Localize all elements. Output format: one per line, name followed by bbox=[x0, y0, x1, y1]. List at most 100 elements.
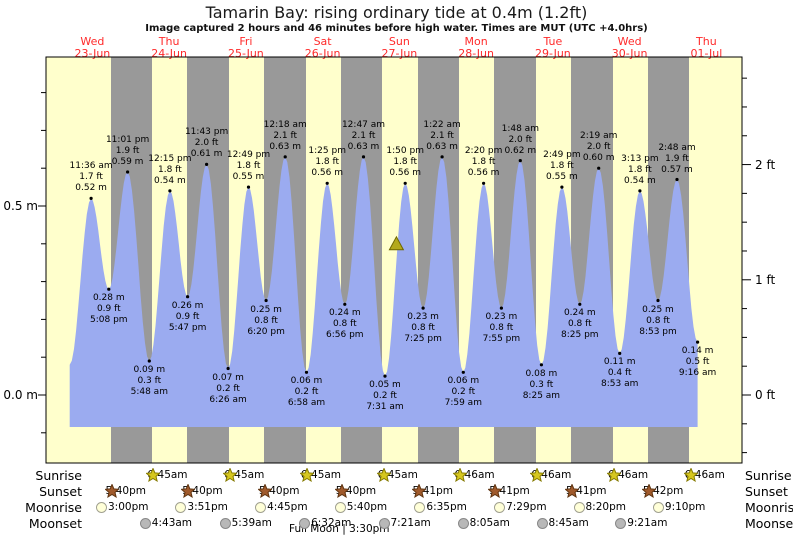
night-band bbox=[647, 57, 690, 463]
moonset-time: 6:32am bbox=[311, 517, 352, 529]
tide-high-annotation: 11:43 pm 2.0 ft 0.61 m bbox=[184, 127, 229, 160]
tide-low-annotation: 0.05 m 0.2 ft 7:31 am bbox=[366, 380, 404, 413]
day-label: Sun 27-Jun bbox=[381, 35, 418, 60]
moonset-time: 9:21am bbox=[627, 517, 668, 529]
sunset-entry: 5:40pm bbox=[334, 484, 377, 498]
moonrise-icon bbox=[96, 501, 107, 513]
tide-low-annotation: 0.24 m 0.8 ft 6:56 pm bbox=[326, 308, 364, 341]
moonrise-time: 5:40pm bbox=[346, 501, 388, 513]
moonrise-entry: 7:29pm bbox=[494, 500, 547, 514]
sunrise-entry: 6:45am bbox=[223, 468, 264, 482]
moonrise-entry: 3:51pm bbox=[175, 500, 228, 514]
tide-low-annotation: 0.07 m 0.2 ft 6:26 am bbox=[209, 372, 247, 405]
y-axis-label-metres: 0.5 m bbox=[3, 199, 38, 213]
sunset-entry: 5:41pm bbox=[411, 484, 453, 498]
tide-low-annotation: 0.11 m 0.4 ft 8:53 am bbox=[601, 357, 639, 390]
sunrise-entry: 6:46am bbox=[683, 468, 725, 482]
sunrise-time: 6:46am bbox=[607, 469, 649, 481]
sunrise-time: 6:45am bbox=[147, 469, 188, 481]
page-title: Tamarin Bay: rising ordinary tide at 0.4… bbox=[205, 3, 588, 22]
night-band bbox=[571, 57, 613, 463]
moonrise-time: 3:00pm bbox=[108, 501, 149, 513]
moonset-entry: 8:05am bbox=[457, 516, 510, 530]
moonrise-time: 9:10pm bbox=[664, 501, 706, 513]
astro-row-label-left: Sunset bbox=[39, 484, 82, 499]
astro-row-label-right: Moonset bbox=[745, 516, 793, 531]
sunset-time: 5:41pm bbox=[489, 485, 530, 497]
moonrise-icon bbox=[175, 501, 187, 513]
moonrise-entry: 5:40pm bbox=[334, 500, 388, 514]
night-band bbox=[494, 57, 536, 463]
moonset-entry: 9:21am bbox=[615, 516, 667, 530]
tide-high-annotation: 11:01 pm 1.9 ft 0.59 m bbox=[105, 135, 150, 167]
moonrise-entry: 8:20pm bbox=[573, 500, 626, 514]
moonrise-entry: 6:35pm bbox=[414, 500, 467, 514]
sunrise-entry: 6:45am bbox=[376, 468, 418, 482]
moonrise-icon bbox=[334, 501, 346, 513]
moonrise-time: 7:29pm bbox=[506, 501, 547, 513]
y-axis-label-feet: 1 ft bbox=[755, 272, 776, 287]
tide-high-annotation: 1:50 pm 1.8 ft 0.56 m bbox=[386, 146, 424, 179]
tide-low-annotation: 0.23 m 0.8 ft 7:25 pm bbox=[404, 312, 442, 345]
day-label: Fri 25-Jun bbox=[228, 35, 264, 60]
tide-high-annotation: 11:36 am 1.7 ft 0.52 m bbox=[69, 161, 113, 194]
moonset-entry: 4:43am bbox=[139, 516, 192, 530]
moonset-entry: 8:45am bbox=[536, 516, 589, 530]
moonset-time: 8:45am bbox=[548, 517, 589, 529]
astro-row-label-right: Moonrise bbox=[745, 500, 793, 515]
sunset-time: 5:42pm bbox=[642, 485, 684, 497]
tide-low-annotation: 0.06 m 0.2 ft 7:59 am bbox=[444, 376, 482, 409]
moonrise-icon bbox=[494, 501, 506, 513]
sunset-time: 5:41pm bbox=[412, 485, 453, 497]
moonset-time: 8:05am bbox=[469, 517, 510, 529]
sunset-time: 5:40pm bbox=[259, 485, 300, 497]
moonset-entry: 5:39am bbox=[219, 516, 272, 530]
moonrise-entry: 9:10pm bbox=[652, 500, 706, 514]
astro-row-label-right: Sunrise bbox=[745, 468, 792, 483]
day-label: Thu 01-Jul bbox=[690, 35, 723, 60]
day-label: Tue 29-Jun bbox=[535, 35, 571, 60]
sunrise-time: 6:45am bbox=[224, 469, 265, 481]
moonrise-icon bbox=[573, 501, 585, 513]
moonset-icon bbox=[536, 517, 548, 529]
sunrise-time: 6:45am bbox=[300, 469, 342, 481]
sunset-time: 5:40pm bbox=[105, 485, 146, 497]
tide-low-annotation: 0.14 m 0.5 ft 9:16 am bbox=[678, 346, 717, 379]
sunrise-entry: 6:46am bbox=[453, 468, 495, 482]
moonrise-icon bbox=[255, 501, 267, 513]
tide-low-annotation: 0.06 m 0.2 ft 6:58 am bbox=[287, 376, 326, 409]
sunset-entry: 5:42pm bbox=[641, 484, 684, 498]
moonrise-icon bbox=[414, 501, 426, 513]
tide-low-annotation: 0.08 m 0.3 ft 8:25 am bbox=[522, 368, 561, 401]
capture-note: Image captured 2 hours and 46 minutes be… bbox=[145, 23, 648, 34]
moonrise-icon bbox=[652, 501, 664, 513]
moonset-icon bbox=[615, 517, 627, 529]
tide-high-annotation: 3:13 pm 1.8 ft 0.54 m bbox=[621, 153, 659, 186]
tide-low-annotation: 0.25 m 0.8 ft 6:20 pm bbox=[247, 304, 285, 337]
tide-high-annotation: 12:15 pm 1.8 ft 0.54 m bbox=[148, 153, 192, 186]
moonset-time: 7:21am bbox=[390, 517, 431, 529]
moonrise-entry: 3:00pm bbox=[96, 500, 148, 514]
day-label: Mon 28-Jun bbox=[458, 35, 494, 60]
astro-row-label-right: Sunset bbox=[745, 484, 788, 499]
moonset-icon bbox=[457, 517, 469, 529]
sunrise-entry: 6:45am bbox=[146, 468, 188, 482]
tide-high-annotation: 2:19 am 2.0 ft 0.60 m bbox=[580, 131, 618, 164]
sunrise-time: 6:46am bbox=[531, 469, 572, 481]
moonset-time: 5:39am bbox=[231, 517, 272, 529]
tide-high-annotation: 1:22 am 2.1 ft 0.63 m bbox=[423, 119, 461, 152]
sunset-time: 5:40pm bbox=[182, 485, 223, 497]
tide-low-annotation: 0.09 m 0.3 ft 5:48 am bbox=[130, 365, 168, 397]
tide-low-annotation: 0.28 m 0.9 ft 5:08 pm bbox=[90, 293, 128, 326]
sunrise-entry: 6:45am bbox=[299, 468, 342, 482]
moonrise-time: 6:35pm bbox=[426, 501, 467, 513]
y-axis-label-metres: 0.0 m bbox=[3, 388, 38, 402]
tide-low-annotation: 0.25 m 0.8 ft 8:53 pm bbox=[639, 304, 677, 337]
sunset-entry: 5:40pm bbox=[181, 484, 223, 498]
y-axis-label-feet: 2 ft bbox=[755, 157, 776, 172]
tide-high-annotation: 2:20 pm 1.8 ft 0.56 m bbox=[464, 146, 503, 179]
sunset-time: 5:40pm bbox=[335, 485, 377, 497]
moonset-icon bbox=[219, 517, 231, 529]
moonset-entry: 6:32am bbox=[299, 516, 351, 530]
sunset-time: 5:41pm bbox=[566, 485, 607, 497]
